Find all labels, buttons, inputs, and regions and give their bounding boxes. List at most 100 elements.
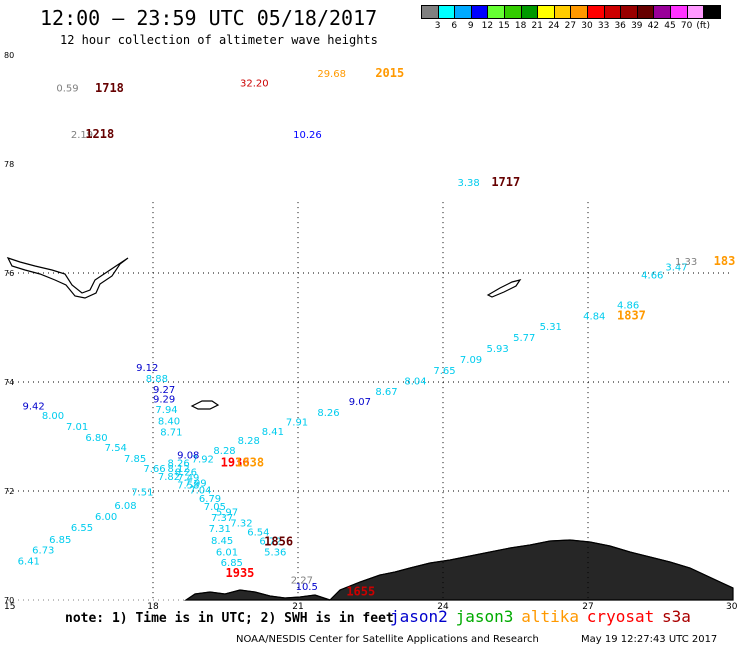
pass-time-label: 2015 [375, 66, 404, 80]
coastline [486, 279, 522, 298]
wave-height-label: 7.49 [177, 473, 199, 484]
wave-height-label: 8.00 [42, 411, 64, 422]
longitude-label: 30 [726, 602, 738, 612]
wave-height-label: 7.04 [189, 486, 211, 497]
wave-height-label: 7.51 [131, 487, 153, 498]
legend-swatch [703, 5, 721, 19]
data-labels: 4.663.47 4.86 4.84 5.31 5.77 5.93 7.09 7.65 8.04… [18, 66, 736, 599]
wave-height-label: 7.92 [192, 455, 214, 466]
wave-height-label: 6.85 [49, 535, 71, 546]
legend-label: 9 [467, 21, 474, 31]
pass-time-label: 1935 [226, 566, 255, 580]
wave-height-label: 4.84 [583, 311, 605, 322]
wave-height-label: 6.79 [199, 494, 221, 505]
wave-height-label: 8.28 [238, 436, 260, 447]
pass-time-label: 1717 [491, 175, 520, 189]
wave-height-label: 6.00 [95, 512, 117, 523]
legend-label: (ft) [696, 21, 710, 31]
latitude-label: 72 [4, 487, 14, 496]
wave-height-label: 8.67 [375, 387, 397, 398]
pass-time-label: 1936 [221, 455, 250, 469]
wave-height-label: 6.41 [18, 557, 40, 568]
wave-height-label: 7.82 [158, 472, 180, 483]
grid-lines [8, 202, 733, 601]
wave-height-label: 7.32 [230, 518, 252, 529]
legend-label: 15 [498, 21, 510, 31]
pass-time-label: 1218 [85, 127, 114, 141]
wave-height-label: 5.36 [264, 547, 286, 558]
longitude-label: 15 [4, 602, 15, 612]
wave-height-label: 5.93 [487, 344, 509, 355]
latitude-label: 78 [4, 160, 14, 169]
wave-height-label: 7.37 [211, 513, 233, 524]
satellite-legend-item: altika [521, 607, 579, 626]
latitude-label: 80 [4, 51, 14, 60]
wave-height-label: 7.94 [155, 405, 177, 416]
map-title: 12:00 – 23:59 UTC 05/18/2017 [40, 6, 378, 30]
legend-label: 45 [664, 21, 676, 31]
wave-height-label: 9.07 [349, 397, 371, 408]
legend-labels: 3 6 9 12 15 18 21 24 27 30 33 36 39 42 45 70 (ft) [421, 19, 720, 31]
wave-height-label: 3.47 [665, 262, 687, 273]
wave-height-label: 7.99 [184, 479, 206, 490]
legend-label: 33 [597, 21, 610, 31]
longitude-label: 21 [292, 602, 303, 612]
legend-swatches [421, 5, 721, 19]
wave-height-label: 7.31 [209, 524, 231, 535]
wave-height-label: 32.20 [240, 79, 269, 90]
wave-height-label: 8.26 [168, 458, 190, 469]
legend-label: 24 [548, 21, 560, 31]
pass-time-label: 1655 [346, 585, 375, 599]
wave-height-label: 6.08 [114, 501, 136, 512]
satellite-legend-item: jason2 [390, 607, 448, 626]
wave-height-label: 10.26 [293, 130, 322, 141]
wave-height-label: 7.01 [66, 422, 88, 433]
map-subtitle: 12 hour collection of altimeter wave hei… [60, 33, 378, 47]
latitude-label: 70 [4, 596, 14, 605]
wave-height-label: 7.66 [143, 464, 165, 475]
wave-height-label: 8.41 [262, 427, 284, 438]
wave-height-label: 9.08 [177, 450, 199, 461]
wave-height-label: 7.85 [124, 454, 146, 465]
wave-height-label: 8.28 [213, 446, 235, 457]
satellite-legend-item: jason3 [455, 607, 514, 626]
wave-height-label: 6.73 [32, 546, 54, 557]
legend-label: 39 [631, 21, 643, 31]
wave-height-label: 0.59 [56, 84, 78, 95]
wave-height-label: 7.58 [177, 480, 199, 491]
legend-label: 6 [451, 21, 458, 31]
wave-height-label: 7.91 [286, 418, 308, 429]
wave-height-label: 8.26 [175, 468, 197, 479]
legend-label: 3 [434, 21, 441, 31]
wave-height-label: 9.12 [136, 363, 158, 374]
footnote: note: 1) Time is in UTC; 2) SWH is in fe… [65, 611, 394, 626]
wave-height-label: 8.12 [168, 464, 190, 475]
longitude-label: 27 [582, 602, 593, 612]
color-legend: 3 6 9 12 15 18 21 24 27 30 33 36 39 42 45 70 (ft) [421, 5, 721, 31]
legend-label: 70 [680, 21, 693, 31]
wave-height-label: 6.54 [247, 528, 269, 539]
mainland [184, 589, 331, 601]
wave-height-label: 2.27 [291, 576, 313, 587]
wave-height-label: 8.26 [317, 408, 339, 419]
pass-time-label: 1856 [264, 535, 293, 549]
longitude-label: 18 [147, 602, 159, 612]
coastline [190, 400, 220, 410]
wave-height-label: 7.54 [105, 443, 127, 454]
land-outlines [6, 256, 734, 601]
legend-label: 36 [614, 21, 626, 31]
pass-time-label: 183 [714, 254, 736, 268]
pass-time-label: 1837 [617, 308, 646, 322]
legend-label: 18 [514, 21, 527, 31]
legend-label: 21 [531, 21, 543, 31]
pass-time-label: 1838 [235, 455, 264, 469]
wave-height-label: 5.31 [540, 322, 562, 333]
wave-height-label: 6.72 [259, 536, 281, 547]
wave-height-label: 29.68 [317, 69, 346, 80]
wave-height-label: 1.33 [675, 257, 697, 268]
credit-text: NOAA/NESDIS Center for Satellite Applica… [236, 634, 539, 645]
wave-height-label: 6.80 [85, 433, 107, 444]
mainland [328, 539, 734, 601]
